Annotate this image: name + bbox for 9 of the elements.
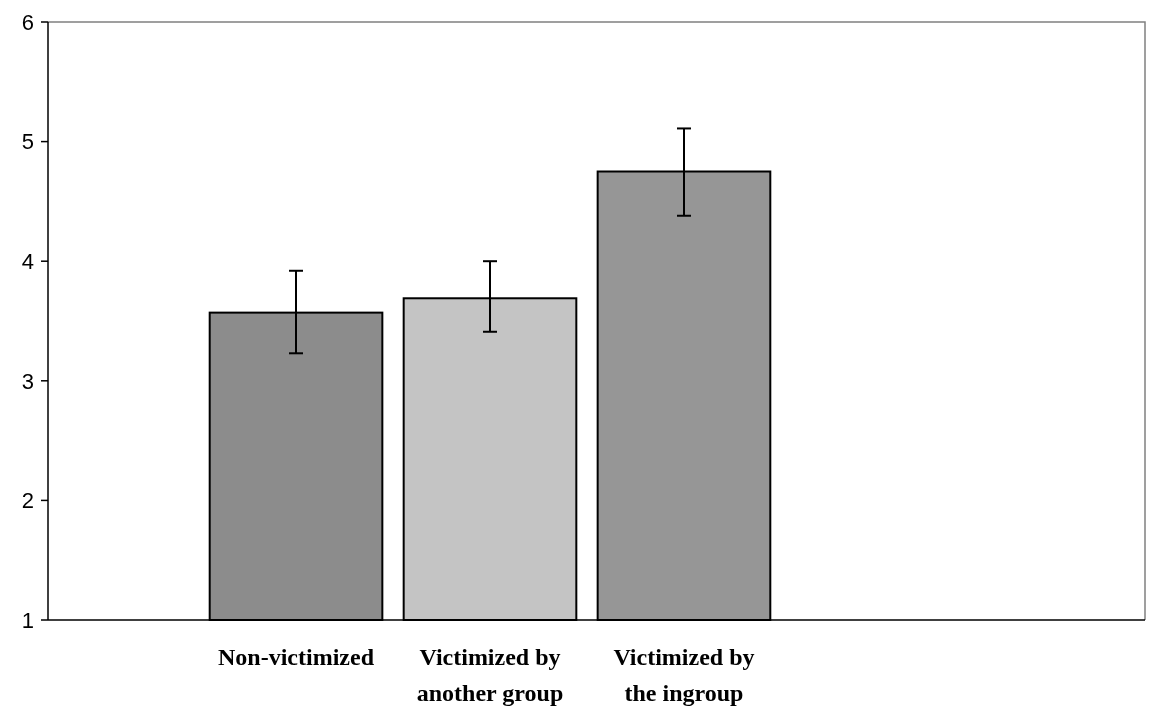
x-tick-label: Victimized by the ingroup — [613, 644, 755, 706]
y-tick-label: 6 — [21, 9, 34, 35]
y-tick-label: 4 — [21, 248, 34, 274]
y-tick-label: 1 — [21, 607, 34, 633]
y-tick-label: 2 — [21, 488, 34, 514]
y-tick-label: 5 — [21, 129, 34, 155]
y-tick-label: 3 — [21, 368, 34, 394]
x-tick-label: Victimized by another group — [416, 644, 564, 706]
x-tick-label: Non-victimized — [218, 644, 375, 670]
